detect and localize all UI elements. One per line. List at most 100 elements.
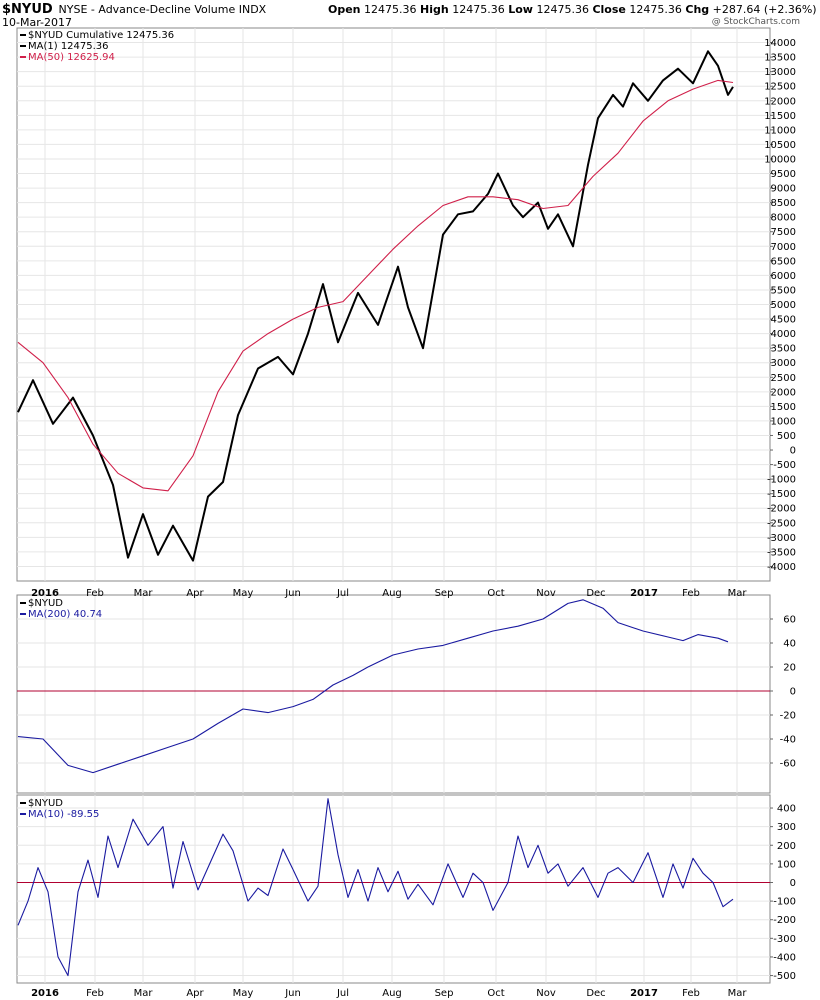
x-tick-label: 2016 <box>31 588 59 599</box>
symbol-description: NYSE - Advance-Decline Volume INDX <box>58 3 267 16</box>
legend-entry: $NYUD <box>28 598 63 609</box>
chart-header: $NYUD NYSE - Advance-Decline Volume INDX… <box>2 2 817 17</box>
y-tick-label: 6500 <box>771 256 796 267</box>
y-tick-label: -2000 <box>767 504 796 515</box>
y-tick-label: 5000 <box>771 300 796 311</box>
y-tick-label: -3000 <box>767 533 796 544</box>
y-tick-label: 400 <box>777 804 796 815</box>
x-tick-label: Mar <box>134 988 154 999</box>
y-tick-label: -500 <box>773 460 796 471</box>
y-tick-label: 6000 <box>771 271 796 282</box>
y-tick-label: -4000 <box>767 562 796 573</box>
x-tick-label: Jun <box>284 588 301 599</box>
x-tick-label: Oct <box>487 588 504 599</box>
x-tick-label: Feb <box>86 588 104 599</box>
y-tick-label: 4500 <box>771 315 796 326</box>
y-tick-label: 300 <box>777 822 796 833</box>
x-tick-label: Dec <box>586 988 605 999</box>
x-tick-label: Nov <box>536 988 556 999</box>
y-tick-label: 0 <box>790 878 796 889</box>
y-tick-label: 1000 <box>771 416 796 427</box>
y-tick-label: 13000 <box>764 67 796 78</box>
y-tick-label: 11000 <box>764 125 796 136</box>
x-tick-label: Apr <box>186 588 204 599</box>
x-tick-label: 2017 <box>630 988 658 999</box>
y-tick-label: 2500 <box>771 373 796 384</box>
y-tick-label: 60 <box>783 615 796 626</box>
y-tick-label: 10500 <box>764 140 796 151</box>
y-tick-label: 13500 <box>764 53 796 64</box>
x-tick-label: 2016 <box>31 988 59 999</box>
y-tick-label: 7000 <box>771 242 796 253</box>
y-tick-label: 100 <box>777 859 796 870</box>
y-tick-label: 10000 <box>764 154 796 165</box>
x-tick-label: Feb <box>682 588 700 599</box>
chart-date: 10-Mar-2017 <box>2 16 72 29</box>
y-tick-label: 500 <box>777 431 796 442</box>
x-tick-label: Mar <box>728 588 748 599</box>
y-tick-label: 200 <box>777 841 796 852</box>
y-tick-label: 3500 <box>771 344 796 355</box>
y-tick-label: -400 <box>773 952 796 963</box>
y-tick-label: -20 <box>780 711 796 722</box>
x-tick-label: 2017 <box>630 588 658 599</box>
y-tick-label: 4000 <box>771 329 796 340</box>
open-label: Open <box>328 3 361 16</box>
y-tick-label: 12500 <box>764 82 796 93</box>
legend-entry: MA(1) 12475.36 <box>28 41 109 52</box>
y-tick-label: -3500 <box>767 547 796 558</box>
x-tick-label: Jul <box>336 588 349 599</box>
open-value: 12475.36 <box>364 3 417 16</box>
y-tick-label: -100 <box>773 897 796 908</box>
x-tick-label: Aug <box>382 988 402 999</box>
x-tick-label: Apr <box>186 988 204 999</box>
x-tick-label: May <box>233 988 254 999</box>
y-tick-label: -1000 <box>767 475 796 486</box>
y-tick-label: 9000 <box>771 184 796 195</box>
symbol-label: $NYUD <box>2 2 53 17</box>
y-tick-label: -1500 <box>767 489 796 500</box>
x-tick-label: Oct <box>487 988 504 999</box>
x-tick-label: Dec <box>586 588 605 599</box>
y-tick-label: 0 <box>790 687 796 698</box>
low-label: Low <box>508 3 533 16</box>
x-tick-label: Aug <box>382 588 402 599</box>
y-tick-label: 40 <box>783 639 796 650</box>
ma10-panel-frame <box>16 794 771 984</box>
chg-label: Chg <box>685 3 710 16</box>
ohlc-readout: Open 12475.36 High 12475.36 Low 12475.36… <box>328 3 820 16</box>
y-tick-label: 1500 <box>771 402 796 413</box>
series-line <box>17 798 734 977</box>
legend-entry: MA(50) 12625.94 <box>28 52 115 63</box>
high-value: 12475.36 <box>452 3 505 16</box>
x-tick-label: Mar <box>728 988 748 999</box>
y-tick-label: -40 <box>780 735 796 746</box>
legend-entry: $NYUD <box>28 798 63 809</box>
high-label: High <box>420 3 449 16</box>
y-tick-label: 0 <box>790 446 796 457</box>
y-tick-label: -60 <box>780 759 796 770</box>
y-tick-label: 12000 <box>764 96 796 107</box>
legend-entry: $NYUD Cumulative 12475.36 <box>28 30 174 41</box>
series-line <box>17 79 734 492</box>
legend-entry: MA(10) -89.55 <box>28 809 99 820</box>
close-label: Close <box>592 3 626 16</box>
y-tick-label: 5500 <box>771 285 796 296</box>
y-tick-label: 3000 <box>771 358 796 369</box>
y-tick-label: 8000 <box>771 213 796 224</box>
y-tick-label: -2500 <box>767 518 796 529</box>
x-tick-label: Sep <box>435 588 454 599</box>
y-tick-label: 7500 <box>771 227 796 238</box>
y-tick-label: 20 <box>783 663 796 674</box>
x-tick-label: Feb <box>682 988 700 999</box>
x-tick-label: May <box>233 588 254 599</box>
low-value: 12475.36 <box>536 3 589 16</box>
y-tick-label: -500 <box>773 971 796 982</box>
x-tick-label: Nov <box>536 588 556 599</box>
x-tick-label: Jul <box>336 988 349 999</box>
x-tick-label: Feb <box>86 988 104 999</box>
y-tick-label: -200 <box>773 915 796 926</box>
close-value: 12475.36 <box>629 3 682 16</box>
y-tick-label: 11500 <box>764 111 796 122</box>
